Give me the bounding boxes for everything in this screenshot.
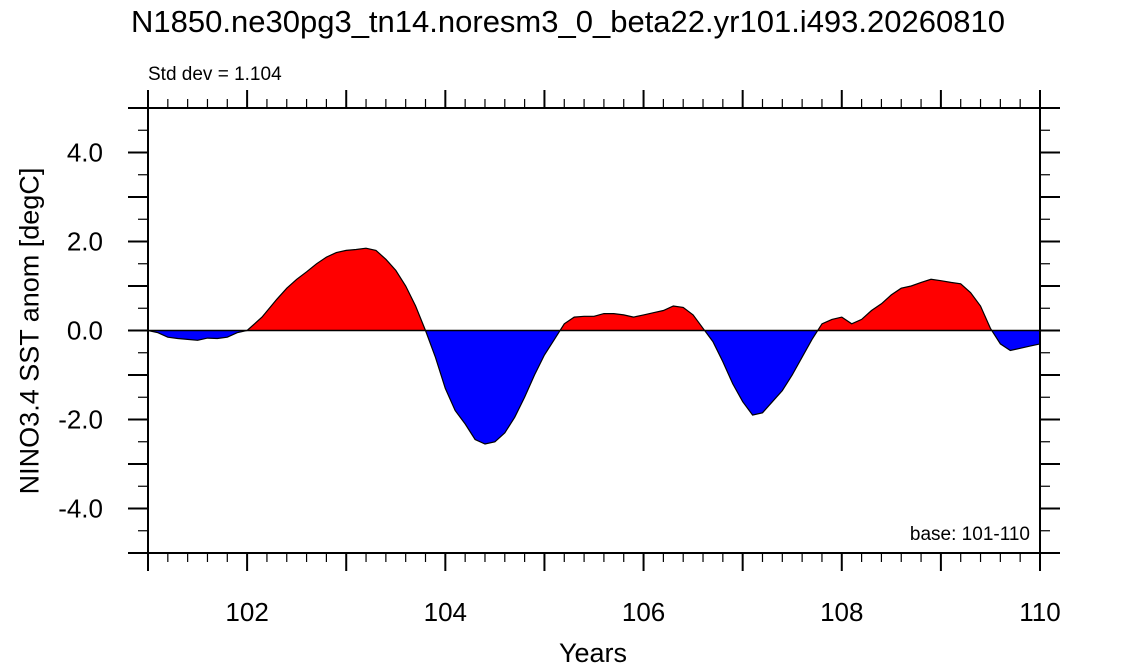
positive-anomaly-area-5 xyxy=(817,279,992,331)
x-tick-label-106: 106 xyxy=(622,597,665,627)
x-tick-label-108: 108 xyxy=(820,597,863,627)
negative-anomaly-area-2 xyxy=(425,330,560,444)
base-period-annotation: base: 101-110 xyxy=(909,524,1030,545)
chart-title: N1850.ne30pg3_tn14.noresm3_0_beta22.yr10… xyxy=(131,4,1005,39)
y-tick-label: 2.0 xyxy=(67,227,103,257)
positive-anomaly-area-3 xyxy=(560,306,705,331)
y-tick-label: -2.0 xyxy=(58,405,103,435)
x-axis-label: Years xyxy=(558,638,628,668)
y-tick-label: 4.0 xyxy=(67,138,103,168)
x-tick-label-110: 110 xyxy=(1019,597,1060,627)
negative-anomaly-area-6 xyxy=(991,330,1040,351)
positive-anomaly-area-1 xyxy=(247,248,426,331)
std-dev-annotation: Std dev = 1.104 xyxy=(148,64,282,85)
x-tick-label-104: 104 xyxy=(424,597,467,627)
negative-anomaly-area-4 xyxy=(704,330,818,416)
y-tick-label: -4.0 xyxy=(58,494,103,524)
y-tick-label: 0.0 xyxy=(67,316,103,346)
anomaly-series-line xyxy=(147,247,1041,445)
x-tick-label-102: 102 xyxy=(225,597,268,627)
